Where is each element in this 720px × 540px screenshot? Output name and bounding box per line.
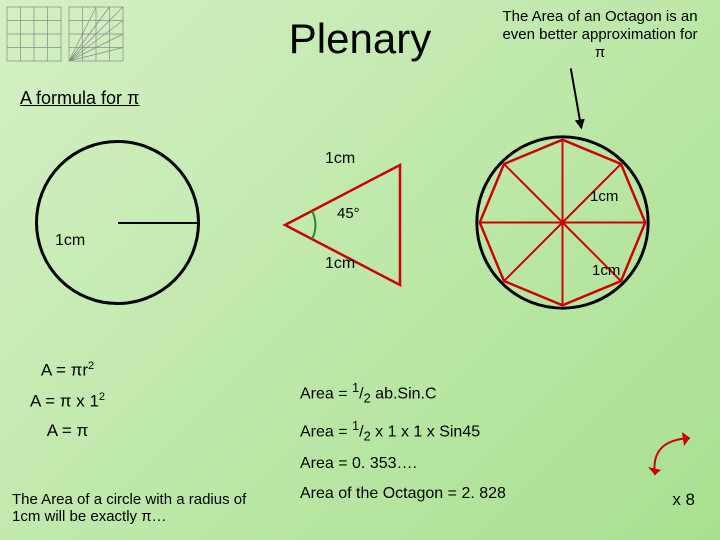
triangle-top-label: 1cm: [325, 150, 355, 168]
formula-3: A = π: [30, 421, 105, 441]
x8-label: x 8: [672, 490, 695, 510]
formula-block: A = πr2 A = π x 12 A = π: [30, 360, 105, 451]
octagon-diagram: [470, 130, 655, 315]
area-line-1: Area = 1/2 ab.Sin.C: [300, 380, 506, 406]
x8-arrow: [645, 430, 705, 485]
radius-label: 1cm: [55, 232, 85, 250]
grid-decoration: [6, 6, 126, 64]
circle-explain: The Area of a circle with a radius of 1c…: [12, 491, 272, 525]
subtitle: A formula for π: [20, 88, 139, 109]
formula-1: A = πr2: [30, 360, 105, 381]
radius-line: [118, 222, 200, 224]
area-line-4: Area of the Octagon = 2. 828: [300, 485, 506, 503]
triangle-angle-label: 45°: [337, 205, 360, 222]
area-line-2: Area = 1/2 x 1 x 1 x Sin45: [300, 418, 506, 444]
triangle-bottom-label: 1cm: [325, 255, 355, 273]
triangle-diagram: [280, 155, 410, 295]
area-line-3: Area = 0. 353….: [300, 455, 506, 473]
note-arrow: [570, 68, 582, 127]
octagon-radius-label: 1cm: [590, 188, 618, 205]
formula-2: A = π x 12: [30, 391, 105, 412]
area-block: Area = 1/2 ab.Sin.C Area = 1/2 x 1 x 1 x…: [300, 380, 506, 515]
octagon-note: The Area of an Octagon is an even better…: [500, 8, 700, 62]
page-title: Plenary: [289, 15, 431, 63]
octagon-side-label: 1cm: [592, 262, 620, 279]
